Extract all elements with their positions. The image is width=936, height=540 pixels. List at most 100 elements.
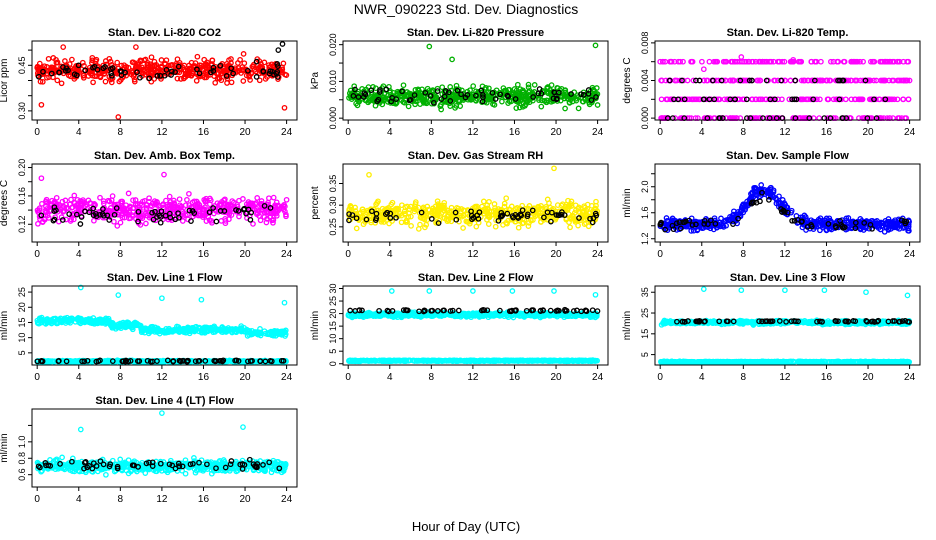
reference-point [530,94,537,100]
sample-point [434,85,441,92]
sample-point [818,58,824,65]
sample-point [351,83,358,90]
reference-point [554,95,560,102]
sample-point [283,72,290,78]
panel-4-ylabel: degrees C [0,180,10,226]
sample-point [468,97,474,103]
sample-point [408,223,414,229]
reference-point [163,67,170,73]
x-tick-label: 12 [156,127,168,138]
x-tick-label: 8 [741,127,747,138]
reference-point [109,65,116,71]
sample-point [538,103,545,110]
x-tick-label: 24 [904,249,916,260]
sample-point [427,96,434,102]
x-tick-label: 0 [657,249,663,260]
x-tick-label: 8 [429,249,435,260]
sample-point [102,78,109,85]
sample-point [158,63,165,70]
sample-point [516,104,523,111]
reference-point [275,47,282,53]
panel-2-ylabel: kPa [310,71,321,89]
sample-point [133,44,139,50]
x-tick-label: 0 [345,249,351,260]
sample-point [401,99,408,106]
sample-point [370,95,376,102]
sample-point [906,77,913,84]
y-tick-label: 0.000 [640,107,650,130]
reference-point [497,91,504,98]
x-tick-label: 16 [509,127,521,138]
sample-point [569,98,576,105]
y-tick-label: 1.6 [640,206,650,219]
reference-point [538,90,545,97]
reference-point [196,70,203,77]
reference-point [480,92,486,98]
x-tick-label: 16 [198,249,210,260]
x-tick-label: 20 [239,127,251,138]
x-tick-label: 16 [198,372,210,383]
reference-point [75,62,82,69]
sample-point [228,60,234,66]
sample-point [438,106,445,113]
sample-point [68,196,74,203]
y-tick-label: 0.35 [328,175,338,193]
reference-point [447,98,454,104]
sample-point [486,85,492,92]
reference-point [137,74,143,81]
sample-point [89,54,96,61]
x-tick-label: 12 [779,127,791,138]
panel-3: Stan. Dev. Li-820 Temp.degrees C0 4 8 12 16 2… [622,27,921,138]
x-tick-label: 4 [699,249,705,260]
sample-point [184,67,191,74]
sample-point [181,62,188,69]
sample-point [346,95,352,101]
panel-1-title: Stan. Dev. Li-820 CO2 [108,27,221,39]
reference-point [213,218,220,225]
sample-point [664,96,671,103]
sample-point [125,190,132,197]
panel-2-frame [342,40,609,121]
sample-point [158,57,165,63]
sample-point [860,58,866,65]
reference-point [91,63,98,70]
sample-point [43,67,50,74]
reference-point [512,96,519,102]
panel-6-points [657,182,912,235]
reference-point [473,92,479,99]
sample-point [129,59,136,66]
panel-1-ylabel: Licor ppm [0,59,10,103]
sample-point [116,78,123,85]
sample-point [228,79,235,86]
reference-point [550,95,557,102]
x-tick-label: 20 [862,249,874,260]
x-tick-label: 24 [904,127,916,138]
sample-point [270,194,277,201]
sample-point [515,224,522,231]
sample-point [423,100,430,107]
x-tick-label: 20 [550,249,562,260]
reference-point [593,94,599,100]
sample-point [237,56,243,63]
panel-8-points [345,288,601,365]
sample-point [592,42,599,49]
reference-point [194,66,200,73]
x-tick-label: 4 [76,372,82,383]
sample-point [457,103,464,109]
x-tick-label: 24 [281,127,293,138]
x-tick-label: 4 [76,127,82,138]
reference-point [169,68,175,75]
panel-6-title: Stan. Dev. Sample Flow [726,150,849,162]
sample-point [884,58,891,65]
sample-point [492,223,499,230]
sample-point [35,220,41,227]
reference-point [458,91,464,98]
sample-point [551,165,557,172]
sample-point [412,87,419,93]
sample-point [775,58,781,65]
sample-point [452,96,459,103]
sample-point [424,85,431,92]
sample-point [240,78,247,84]
sample-point [193,77,200,84]
